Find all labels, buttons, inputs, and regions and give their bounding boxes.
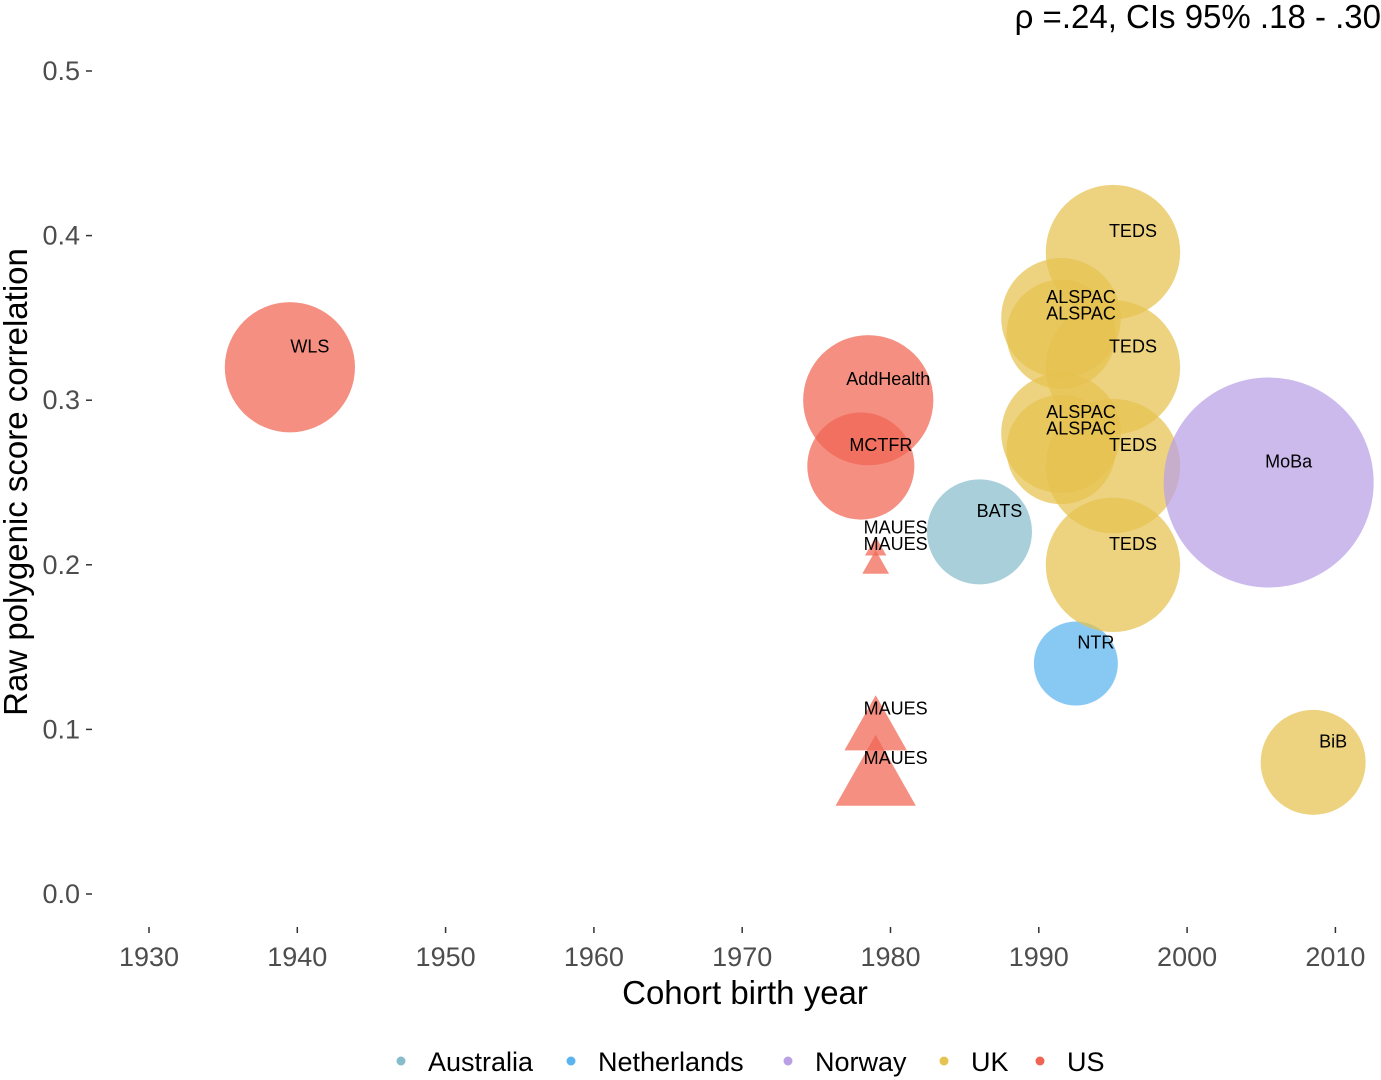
point-label-teds: TEDS [1109, 534, 1157, 554]
point-label-wls: WLS [290, 336, 329, 356]
correlation-annotation: ρ =.24, CIs 95% .18 - .30 [1015, 0, 1381, 35]
data-point-maues [844, 695, 907, 751]
point-label-alspac: ALSPAC [1046, 419, 1116, 439]
point-label-teds: TEDS [1109, 435, 1157, 455]
x-tick-label: 1930 [119, 942, 179, 972]
point-label-teds: TEDS [1109, 336, 1157, 356]
x-tick-label: 1950 [416, 942, 476, 972]
data-point-mctfr [807, 412, 915, 520]
x-axis-title: Cohort birth year [622, 974, 868, 1011]
data-point-wls [224, 302, 355, 433]
data-point-teds [1045, 497, 1181, 632]
point-label-mctfr: MCTFR [849, 435, 912, 455]
point-label-maues: MAUES [864, 748, 928, 768]
legend-key-netherlands [566, 1056, 576, 1066]
y-tick-label: 0.0 [42, 879, 80, 909]
point-label-alspac: ALSPAC [1046, 303, 1116, 323]
legend-key-norway [783, 1056, 793, 1066]
point-label-alspac: ALSPAC [1046, 402, 1116, 422]
data-point-maues [862, 550, 890, 574]
legend-key-us [1035, 1056, 1045, 1066]
legend-label-norway: Norway [815, 1047, 907, 1077]
y-axis-title: Raw polygenic score correlation [0, 248, 34, 716]
point-label-bats: BATS [977, 501, 1023, 521]
point-label-ntr: NTR [1077, 633, 1114, 653]
point-label-moba: MoBa [1265, 452, 1313, 472]
x-tick-label: 1990 [1009, 942, 1069, 972]
point-label-maues: MAUES [864, 517, 928, 537]
data-point-moba [1163, 377, 1374, 588]
y-tick-label: 0.5 [42, 56, 80, 86]
x-tick-label: 1960 [564, 942, 624, 972]
point-label-teds: TEDS [1109, 221, 1157, 241]
y-tick-label: 0.1 [42, 714, 80, 744]
data-point-bib [1260, 709, 1366, 815]
legend-key-australia [396, 1056, 406, 1066]
data-point-maues [835, 734, 916, 806]
legend: Australia Netherlands Norway UK US [396, 1047, 1105, 1077]
point-label-bib: BiB [1319, 731, 1347, 751]
legend-label-netherlands: Netherlands [598, 1047, 744, 1077]
legend-label-uk: UK [971, 1047, 1009, 1077]
y-tick-label: 0.2 [42, 550, 80, 580]
legend-key-uk [939, 1056, 949, 1066]
x-tick-label: 1980 [860, 942, 920, 972]
x-tick-label: 1970 [712, 942, 772, 972]
data-point-bats [926, 479, 1032, 585]
data-point-maues [864, 536, 887, 556]
point-label-maues: MAUES [864, 534, 928, 554]
data-points [224, 184, 1374, 815]
data-point-teds [1045, 398, 1181, 534]
y-tick-label: 0.4 [42, 221, 80, 251]
legend-label-us: US [1067, 1047, 1105, 1077]
axes: 1930 1940 1950 1960 1970 1980 1990 2000 2010 0.0 0… [42, 56, 1365, 972]
y-tick-label: 0.3 [42, 385, 80, 415]
point-label-maues: MAUES [864, 698, 928, 718]
x-tick-label: 2010 [1305, 942, 1365, 972]
x-tick-label: 2000 [1157, 942, 1217, 972]
data-point-ntr [1033, 621, 1118, 706]
point-labels: WLSAddHealthMCTFRMAUESMAUESMAUESMAUESBAT… [290, 221, 1347, 768]
legend-label-australia: Australia [428, 1047, 534, 1077]
x-tick-label: 1940 [267, 942, 327, 972]
point-label-alspac: ALSPAC [1046, 287, 1116, 307]
point-label-addhealth: AddHealth [846, 369, 930, 389]
